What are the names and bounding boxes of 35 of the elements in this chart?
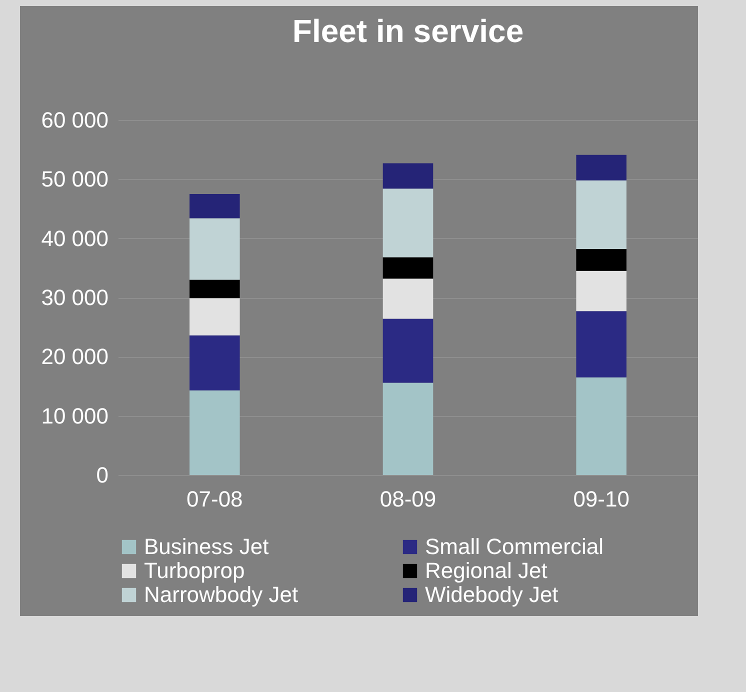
bar (576, 248, 626, 271)
bar (576, 270, 626, 312)
bar (190, 298, 240, 336)
bar (190, 280, 240, 298)
bar (190, 218, 240, 280)
bar (382, 163, 434, 189)
y-tick-label: 60 000 (41, 108, 108, 132)
bar (576, 377, 626, 475)
y-tick-label: 50 000 (41, 166, 108, 192)
bar (190, 390, 240, 475)
bar (190, 335, 240, 390)
bar (382, 382, 434, 475)
legend-label: Narrowbody Jet (144, 582, 298, 607)
bar (576, 311, 626, 378)
y-tick-label: 10 000 (41, 403, 108, 428)
legend-label: Regional Jet (425, 558, 548, 583)
x-tick-label: 08-09 (380, 486, 436, 512)
y-tick-label: 20 000 (41, 344, 108, 370)
y-tick-label: 30 000 (41, 285, 108, 310)
legend-label: Widebody Jet (425, 582, 558, 607)
chart-title: Fleet in service (292, 13, 524, 49)
bar (576, 154, 626, 180)
bar (382, 278, 434, 319)
y-tick-label: 0 (96, 462, 108, 488)
legend-label: Business Jet (144, 534, 269, 559)
x-tick-label: 07-08 (186, 486, 243, 512)
bar (190, 194, 240, 218)
bar (576, 180, 626, 249)
x-tick-label: 09-10 (573, 486, 630, 512)
bar (382, 188, 434, 258)
bar (382, 257, 434, 279)
legend-label: Turboprop (144, 558, 245, 583)
bar (382, 318, 434, 383)
y-tick-label: 40 000 (41, 226, 108, 251)
legend-label: Small Commercial (425, 534, 604, 559)
